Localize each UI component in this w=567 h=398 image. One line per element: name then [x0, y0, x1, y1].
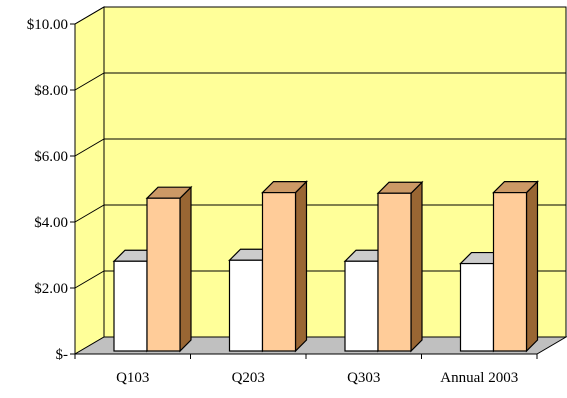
gridline [74, 72, 566, 91]
bar-side [525, 180, 539, 353]
y-tick-label: $- [56, 347, 69, 363]
y-tick-label: $2.00 [34, 281, 68, 297]
bar-front [113, 260, 148, 352]
bar [492, 180, 539, 353]
bar-front [492, 192, 528, 352]
bar-side [179, 185, 192, 353]
tick-labels: $- $2.00 $4.00 $6.00 $8.00 $10.00 Q103 Q203 Q303… [27, 17, 518, 386]
bar-front [146, 197, 181, 352]
gridline [74, 6, 566, 25]
bar-front [344, 260, 379, 352]
bar-side [410, 180, 423, 353]
y-tick-label: $6.00 [34, 149, 68, 165]
y-tick-label: $4.00 [34, 215, 68, 231]
x-tick-label: Q103 [116, 370, 149, 386]
bars [112, 180, 539, 353]
side-wall [74, 6, 105, 355]
x-tick-label: Q203 [232, 370, 265, 386]
bar-front [459, 262, 495, 352]
bar-front [261, 192, 297, 352]
bar [261, 180, 308, 353]
bar-front [377, 192, 412, 352]
bar [376, 180, 424, 353]
bar-side [294, 180, 308, 353]
y-tick-label: $10.00 [27, 17, 68, 33]
x-tick-label: Annual 2003 [440, 370, 518, 386]
bar-front [228, 259, 264, 352]
bar [145, 185, 193, 353]
x-tick-label: Q303 [347, 370, 380, 386]
y-tick-label: $8.00 [34, 83, 68, 99]
gridline [74, 138, 566, 157]
